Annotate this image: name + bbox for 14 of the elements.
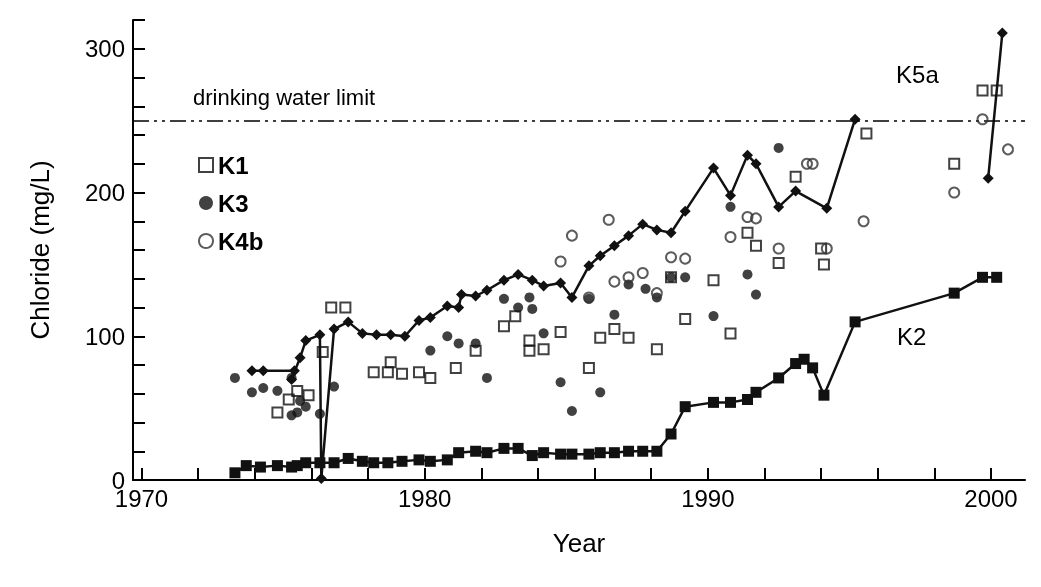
y-tick-label: 300 (84, 35, 125, 63)
annotation: K5a (896, 61, 940, 89)
x-axis-title: Year (552, 528, 606, 558)
y-axis-title: Chloride (mg/L) (25, 160, 55, 340)
legend-label: K3 (218, 189, 249, 217)
ref-line-label: drinking water limit (193, 85, 376, 111)
y-tick-label: 100 (84, 322, 125, 350)
annotation: K2 (897, 322, 927, 350)
legend-label: K4b (218, 227, 264, 255)
x-tick-label: 1980 (397, 484, 452, 512)
x-tick-label: 2000 (964, 484, 1018, 512)
legend-label: K1 (218, 151, 249, 179)
x-tick-label: 1990 (681, 484, 735, 512)
y-tick-label: 200 (84, 179, 125, 206)
